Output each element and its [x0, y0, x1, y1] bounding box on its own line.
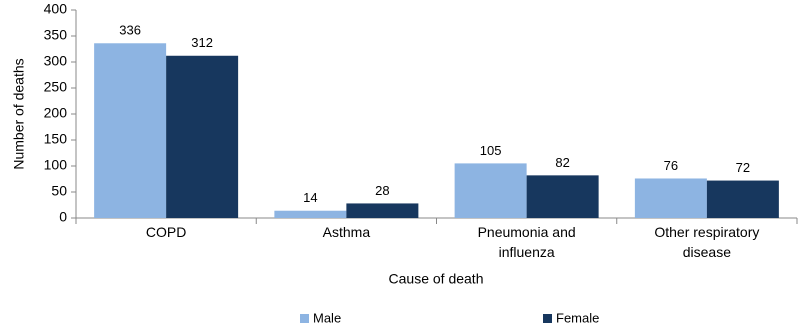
- bar: [454, 163, 527, 218]
- y-tick-label: 50: [51, 183, 67, 199]
- legend-label: Male: [313, 310, 341, 325]
- value-label: 312: [191, 35, 213, 50]
- value-label: 82: [555, 155, 569, 170]
- x-tick-label: COPD: [145, 224, 187, 240]
- x-tick-label: Asthma: [322, 224, 371, 240]
- bar: [526, 175, 599, 218]
- y-tick-label: 0: [59, 209, 67, 225]
- bar: [346, 203, 419, 218]
- y-axis-title: Number of deaths: [11, 58, 27, 169]
- value-label: 14: [303, 190, 317, 205]
- bar: [166, 55, 239, 219]
- y-tick-label: 150: [44, 131, 68, 147]
- x-tick-label-box: COPD: [145, 224, 187, 240]
- legend-swatch: [543, 314, 552, 323]
- y-tick-label: 300: [44, 53, 68, 69]
- value-label: 72: [736, 160, 750, 175]
- x-axis-title: Cause of death: [389, 271, 484, 287]
- x-tick-label: Other respiratory disease: [654, 224, 760, 260]
- legend-swatch: [300, 314, 309, 323]
- bar: [706, 180, 779, 218]
- x-tick-label-box: Other respiratory disease: [654, 224, 760, 260]
- x-tick-label: Pneumonia and influenza: [477, 224, 576, 260]
- value-label: 76: [664, 158, 678, 173]
- value-label: 28: [375, 183, 389, 198]
- y-tick-label: 100: [44, 157, 68, 173]
- x-tick-label-box: Asthma: [322, 224, 371, 240]
- bar: [274, 210, 347, 218]
- legend-label: Female: [556, 310, 599, 325]
- y-tick-label: 200: [44, 105, 68, 121]
- x-tick-label-box: Pneumonia and influenza: [477, 224, 576, 260]
- y-tick-label: 250: [44, 79, 68, 95]
- y-tick-label: 400: [44, 1, 68, 17]
- value-label: 336: [119, 23, 141, 38]
- bar: [634, 178, 707, 218]
- value-label: 105: [480, 143, 502, 158]
- bar: [94, 43, 167, 218]
- y-tick-label: 350: [44, 27, 68, 43]
